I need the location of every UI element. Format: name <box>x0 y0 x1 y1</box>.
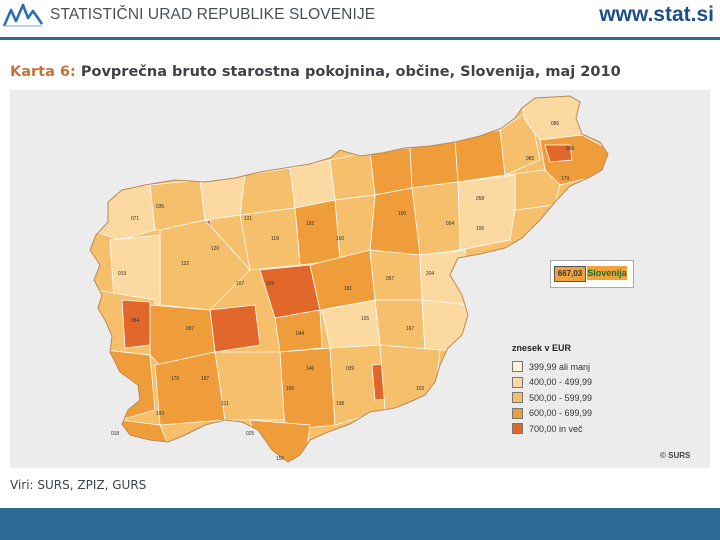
municipality-code-label: 044 <box>296 331 305 337</box>
legend-swatch <box>512 423 523 435</box>
legend-label: 700,00 in več <box>529 423 583 434</box>
municipality-code-label: 160 <box>336 236 345 242</box>
legend-item: 500,00 - 599,99 <box>512 390 672 406</box>
map-panel: 035 131 071 192 019 122 118 100 094 084 087 044 018 1… <box>10 90 710 468</box>
country-border <box>89 95 609 463</box>
municipality-labels: 035 131 071 192 019 122 118 100 094 084 087 044 018 1… <box>111 121 575 462</box>
municipality-code-label: 019 <box>118 271 127 277</box>
municipality-code-label: 192 <box>306 221 315 227</box>
map-legend: znesek v EUR 399,99 ali manj 400,00 - 499… <box>512 343 672 437</box>
municipality-code-label: 111 <box>221 401 229 407</box>
municipality-code-label: 100 <box>398 211 407 217</box>
municipality-code-label: 150 <box>276 456 285 462</box>
legend-rows: 399,99 ali manj 400,00 - 499,99 500,00 - 5… <box>512 359 672 437</box>
municipalities <box>90 96 608 462</box>
header: STATISTIČNI URAD REPUBLIKE SLOVENIJE www… <box>0 0 720 40</box>
legend-label: 399,99 ali manj <box>529 361 591 372</box>
national-average-label: Slovenija <box>587 266 627 280</box>
legend-swatch <box>512 361 523 373</box>
national-average-box: 667,03 Slovenija <box>550 260 634 288</box>
municipality-code-label: 179 <box>561 176 570 182</box>
legend-swatch <box>512 392 523 404</box>
legend-item: 600,00 - 699,99 <box>512 406 672 422</box>
national-average-value: 667,03 <box>554 266 586 282</box>
municipality-code-label: 122 <box>181 261 190 267</box>
municipality-code-label: 167 <box>236 281 245 287</box>
municipality-code-label: 156 <box>286 386 295 392</box>
legend-label: 500,00 - 599,99 <box>529 392 593 403</box>
municipality-code-label: 181 <box>344 286 353 292</box>
municipality-code-label: 094 <box>446 221 455 227</box>
municipality-code-label: 087 <box>186 326 195 332</box>
org-name: STATISTIČNI URAD REPUBLIKE SLOVENIJE <box>50 6 376 23</box>
municipality-code-label: 099 <box>566 146 575 152</box>
municipality-code-label: 057 <box>386 276 395 282</box>
municipality-code-label: 131 <box>244 216 253 222</box>
map-title-lead: Karta 6: <box>10 64 76 80</box>
legend-title: znesek v EUR <box>512 343 572 353</box>
municipality-code-label: 086 <box>551 121 560 127</box>
municipality-code-label: 103 <box>416 386 425 392</box>
map-title: Karta 6: Povprečna bruto starostna pokoj… <box>10 64 621 80</box>
municipality-code-label: 204 <box>426 271 435 277</box>
legend-item: 700,00 in več <box>512 421 672 437</box>
legend-swatch <box>512 376 523 388</box>
source-note: Viri: SURS, ZPIZ, GURS <box>10 478 147 492</box>
municipality-code-label: 035 <box>156 204 165 210</box>
municipality-code-label: 146 <box>306 366 315 372</box>
municipality-code-label: 018 <box>111 431 120 437</box>
municipality-code-label: 071 <box>131 216 140 222</box>
legend-item: 399,99 ali manj <box>512 359 672 375</box>
municipality-code-label: 170 <box>171 376 180 382</box>
header-divider <box>0 37 720 40</box>
slovenia-map: 035 131 071 192 019 122 118 100 094 084 087 044 018 1… <box>89 95 609 463</box>
municipality-code-label: 118 <box>271 236 279 242</box>
copyright-note: © SURS <box>660 451 691 460</box>
municipality-code-label: 084 <box>131 318 140 324</box>
municipality-code-label: 193 <box>156 411 165 417</box>
municipality-code-label: 106 <box>476 226 485 232</box>
legend-label: 400,00 - 499,99 <box>529 377 593 388</box>
legend-item: 400,00 - 499,99 <box>512 375 672 391</box>
municipality-code-label: 187 <box>201 376 210 382</box>
footer-bar <box>0 508 720 540</box>
municipality-code-label: 167 <box>406 326 415 332</box>
municipality-code-label: 109 <box>266 281 275 287</box>
surs-logo-icon <box>2 3 44 27</box>
municipality-code-label: 039 <box>346 366 355 372</box>
legend-swatch <box>512 407 523 419</box>
website-url[interactable]: www.stat.si <box>599 3 714 26</box>
municipality-code-label: 198 <box>336 401 345 407</box>
municipality-code-label: 120 <box>211 246 220 252</box>
map-title-text: Povprečna bruto starostna pokojnina, obč… <box>80 64 621 80</box>
municipality-code-label: 085 <box>526 156 535 162</box>
municipality-code-label: 058 <box>476 196 485 202</box>
municipality-code-label: 165 <box>361 316 370 322</box>
municipality-code-label: 025 <box>246 431 255 437</box>
legend-label: 600,00 - 699,99 <box>529 408 593 419</box>
